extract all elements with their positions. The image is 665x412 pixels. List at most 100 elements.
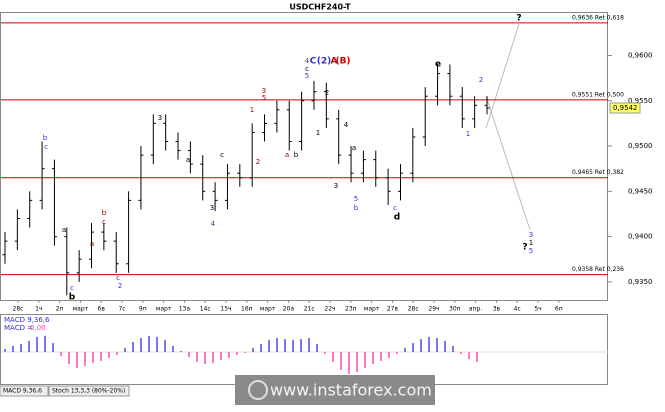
macd-bar xyxy=(60,352,62,356)
x-tick-label: 9п xyxy=(139,306,147,313)
x-tick-label: март xyxy=(260,306,276,313)
x-tick-label: 3в xyxy=(493,306,501,313)
wave-label: 4 xyxy=(344,121,349,129)
macd-bar xyxy=(140,338,142,352)
macd-bar xyxy=(396,352,398,354)
price-frame xyxy=(0,12,608,301)
macd-bar xyxy=(348,352,350,374)
wave-label: a xyxy=(62,226,66,234)
macd-bar xyxy=(36,337,38,352)
macd-bar xyxy=(460,352,462,354)
wave-label: b xyxy=(69,293,76,303)
macd-bar xyxy=(92,352,94,363)
x-tick-label: 2п xyxy=(56,306,64,313)
x-tick-label: 5ч xyxy=(534,306,541,313)
tab[interactable] xyxy=(48,385,130,397)
macd-bar xyxy=(388,352,390,358)
fib-level-label: 0,9358 Ret 0,236 xyxy=(572,266,624,273)
macd-bar xyxy=(212,352,214,363)
macd-bar xyxy=(364,352,366,368)
wave-label: c xyxy=(116,274,120,282)
wave-label: C xyxy=(310,57,317,67)
macd-bar xyxy=(380,352,382,361)
wave-label: (2) xyxy=(317,57,332,67)
macd-bar xyxy=(68,352,70,364)
macd-bar xyxy=(108,352,110,358)
tab[interactable] xyxy=(0,385,49,397)
macd-bar xyxy=(284,339,286,352)
macd-bar xyxy=(428,337,430,352)
watermark: www.instaforex.com xyxy=(270,381,432,400)
wave-label: c xyxy=(305,65,309,73)
wave-label: c xyxy=(220,151,224,159)
wave-label: e xyxy=(435,60,441,70)
macd-bar xyxy=(100,352,102,361)
x-tick-label: 30п xyxy=(449,306,461,313)
wave-label: c xyxy=(70,284,74,292)
last-price-box xyxy=(609,102,641,114)
macd-bar xyxy=(124,348,126,352)
wave-label: A xyxy=(331,57,338,67)
y-tick-label: 0,9450 xyxy=(628,187,653,195)
wave-label: b xyxy=(102,209,107,217)
wave-label: 2 xyxy=(479,76,483,84)
macd-bar xyxy=(156,337,158,352)
tab-label[interactable]: Stoch 13,3,3 (80%-20%) xyxy=(52,388,125,395)
wave-label: b xyxy=(294,151,299,159)
wave-label: 5 xyxy=(529,247,533,255)
wave-label: 2 xyxy=(325,89,329,97)
wave-label: 5 xyxy=(354,195,358,203)
macd-bar xyxy=(220,352,222,360)
macd-bar xyxy=(172,346,174,352)
macd-bar xyxy=(356,352,358,372)
last-price-label: 0,9542 xyxy=(613,104,638,112)
macd-bar xyxy=(300,339,302,352)
macd-bar xyxy=(340,352,342,370)
wave-label: 3 xyxy=(210,204,214,212)
tab-label[interactable]: MACD 9,36,6 xyxy=(3,388,42,395)
macd-bar xyxy=(324,352,326,354)
x-tick-label: 28с xyxy=(13,306,24,313)
wave-label: 3 xyxy=(158,114,162,122)
macd-readout-name: MACD = xyxy=(4,324,33,332)
macd-bar xyxy=(308,338,310,352)
wave-label: ? xyxy=(516,14,521,24)
y-tick-label: 0,9600 xyxy=(628,51,653,59)
x-tick-label: 4с xyxy=(514,306,521,313)
x-tick-label: 20а xyxy=(283,306,295,313)
wave-label: 2 xyxy=(256,158,260,166)
macd-bar xyxy=(260,344,262,352)
projection-line xyxy=(485,23,520,129)
macd-title: MACD 9,36,6 xyxy=(4,316,50,324)
x-tick-label: 7с xyxy=(118,306,125,313)
wave-label: 1 xyxy=(529,239,533,247)
wave-label: 1 xyxy=(466,130,470,138)
x-tick-label: 23п xyxy=(345,306,357,313)
projection-line xyxy=(485,95,531,231)
macd-bar xyxy=(452,346,454,352)
x-tick-label: март xyxy=(73,306,89,313)
macd-bar xyxy=(436,338,438,352)
macd-bar xyxy=(228,352,230,358)
wave-label: d xyxy=(394,213,400,223)
x-tick-label: 13а xyxy=(179,306,191,313)
macd-bar xyxy=(236,352,238,355)
x-tick-label: 1ч xyxy=(35,306,42,313)
fib-level-label: 0,9636 Ret 0,618 xyxy=(572,14,624,21)
wave-label: a xyxy=(90,240,94,248)
macd-bar xyxy=(268,340,270,352)
macd-bar xyxy=(412,343,414,352)
x-tick-label: 22ч xyxy=(324,306,335,313)
macd-bar xyxy=(44,336,46,352)
wave-label: 5 xyxy=(262,94,266,102)
macd-bar xyxy=(204,352,206,364)
wave-label: c xyxy=(393,204,397,212)
macd-bar xyxy=(188,352,190,357)
macd-bar xyxy=(244,352,246,353)
macd-bar xyxy=(76,352,78,368)
macd-bar xyxy=(292,340,294,352)
x-tick-label: 27в xyxy=(387,306,399,313)
x-tick-label: 16п xyxy=(241,306,253,313)
